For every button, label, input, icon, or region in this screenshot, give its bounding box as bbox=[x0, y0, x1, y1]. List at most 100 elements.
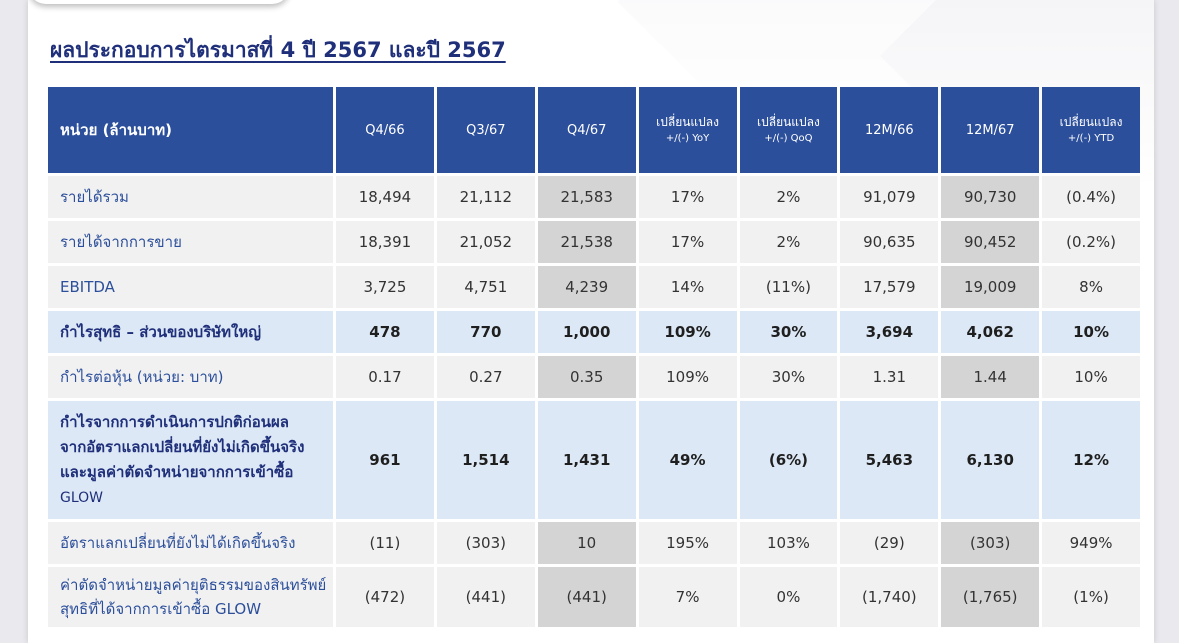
label-line: สุทธิที่ได้จากการเข้าซื้อ GLOW bbox=[60, 600, 262, 618]
page-title: ผลประกอบการไตรมาสที่ 4 ปี 2567 และปี 256… bbox=[50, 38, 506, 62]
table-cell: 19,009 bbox=[941, 266, 1040, 308]
table-cell: 17% bbox=[638, 221, 737, 263]
table-cell: 0.35 bbox=[537, 356, 636, 398]
table-cell: (0.4%) bbox=[1042, 176, 1140, 218]
table-row-highlight: กำไรจากการดำเนินการปกติก่อนผล จากอัตราแล… bbox=[48, 401, 1140, 519]
table-cell: 961 bbox=[336, 401, 434, 519]
row-label: รายได้รวม bbox=[48, 176, 333, 218]
header-change-qoq: เปลี่ยนแปลง +/(-) QoQ bbox=[739, 87, 838, 173]
table-cell: 30% bbox=[739, 311, 838, 353]
table-cell: 90,452 bbox=[941, 221, 1040, 263]
table-cell: (303) bbox=[941, 522, 1040, 564]
table-cell: (441) bbox=[537, 567, 636, 627]
top-tab-decoration bbox=[28, 0, 290, 4]
table-cell: 21,052 bbox=[436, 221, 535, 263]
table-cell: 10 bbox=[537, 522, 636, 564]
table-cell: (303) bbox=[436, 522, 535, 564]
header-12m-66: 12M/66 bbox=[840, 87, 939, 173]
table-cell: 12% bbox=[1042, 401, 1140, 519]
table-cell: 1,000 bbox=[537, 311, 636, 353]
label-line: จากอัตราแลกเปลี่ยนที่ยังไม่เกิดขึ้นจริง bbox=[60, 437, 305, 456]
table-row: ค่าตัดจำหน่ายมูลค่ายุติธรรมของสินทรัพย์ … bbox=[48, 567, 1140, 627]
row-label: รายได้จากการขาย bbox=[48, 221, 333, 263]
header-q3-67: Q3/67 bbox=[436, 87, 535, 173]
table-cell: 1,514 bbox=[436, 401, 535, 519]
table-row: EBITDA 3,725 4,751 4,239 14% (11%) 17,57… bbox=[48, 266, 1140, 308]
table-cell: 10% bbox=[1042, 356, 1140, 398]
table-cell: 21,538 bbox=[537, 221, 636, 263]
table-header-row: หน่วย (ล้านบาท) Q4/66 Q3/67 Q4/67 เปลี่ย… bbox=[48, 87, 1140, 173]
header-12m-67: 12M/67 bbox=[941, 87, 1040, 173]
table-cell: 2% bbox=[739, 176, 838, 218]
table-cell: 5,463 bbox=[840, 401, 939, 519]
label-line: กำไรจากการดำเนินการปกติก่อนผล bbox=[60, 412, 289, 431]
row-label: กำไรต่อหุ้น (หน่วย: บาท) bbox=[48, 356, 333, 398]
table-cell: (11) bbox=[336, 522, 434, 564]
table-cell: 103% bbox=[739, 522, 838, 564]
table-cell: (472) bbox=[336, 567, 434, 627]
table-cell: 770 bbox=[436, 311, 535, 353]
table-cell: 18,494 bbox=[336, 176, 434, 218]
table-cell: 90,635 bbox=[840, 221, 939, 263]
table-cell: 1,431 bbox=[537, 401, 636, 519]
table-cell: 1.44 bbox=[941, 356, 1040, 398]
table-cell: 90,730 bbox=[941, 176, 1040, 218]
header-change-ytd: เปลี่ยนแปลง +/(-) YTD bbox=[1042, 87, 1140, 173]
table-cell: 4,062 bbox=[941, 311, 1040, 353]
header-q4-66: Q4/66 bbox=[336, 87, 434, 173]
table-cell: (1%) bbox=[1042, 567, 1140, 627]
label-line: และมูลค่าตัดจำหน่ายจากการเข้าซื้อ bbox=[60, 462, 294, 481]
table-cell: 2% bbox=[739, 221, 838, 263]
table-cell: 0.27 bbox=[436, 356, 535, 398]
table-cell: 0.17 bbox=[336, 356, 434, 398]
table-cell: 195% bbox=[638, 522, 737, 564]
row-label-multiline: กำไรจากการดำเนินการปกติก่อนผล จากอัตราแล… bbox=[48, 401, 333, 519]
table-cell: 17% bbox=[638, 176, 737, 218]
results-table: หน่วย (ล้านบาท) Q4/66 Q3/67 Q4/67 เปลี่ย… bbox=[45, 84, 1143, 630]
table-cell: (29) bbox=[840, 522, 939, 564]
row-label: EBITDA bbox=[48, 266, 333, 308]
table-cell: 8% bbox=[1042, 266, 1140, 308]
table-cell: (0.2%) bbox=[1042, 221, 1140, 263]
table-cell: 21,112 bbox=[436, 176, 535, 218]
table-cell: (1,740) bbox=[840, 567, 939, 627]
table-cell: 3,694 bbox=[840, 311, 939, 353]
table-cell: 21,583 bbox=[537, 176, 636, 218]
table-cell: 10% bbox=[1042, 311, 1140, 353]
table-cell: 109% bbox=[638, 311, 737, 353]
table-row: กำไรต่อหุ้น (หน่วย: บาท) 0.17 0.27 0.35 … bbox=[48, 356, 1140, 398]
table-cell: 478 bbox=[336, 311, 434, 353]
table-row: รายได้รวม 18,494 21,112 21,583 17% 2% 91… bbox=[48, 176, 1140, 218]
table-cell: (1,765) bbox=[941, 567, 1040, 627]
table-cell: 949% bbox=[1042, 522, 1140, 564]
row-label-multiline: ค่าตัดจำหน่ายมูลค่ายุติธรรมของสินทรัพย์ … bbox=[48, 567, 333, 627]
row-label: กำไรสุทธิ – ส่วนของบริษัทใหญ่ bbox=[48, 311, 333, 353]
table-cell: 1.31 bbox=[840, 356, 939, 398]
table-cell: 109% bbox=[638, 356, 737, 398]
row-label: อัตราแลกเปลี่ยนที่ยังไม่ได้เกิดขึ้นจริง bbox=[48, 522, 333, 564]
table-cell: 49% bbox=[638, 401, 737, 519]
header-change-yoy: เปลี่ยนแปลง +/(-) YoY bbox=[638, 87, 737, 173]
table-cell: 4,239 bbox=[537, 266, 636, 308]
table-cell: (6%) bbox=[739, 401, 838, 519]
table-cell: 18,391 bbox=[336, 221, 434, 263]
label-line: ค่าตัดจำหน่ายมูลค่ายุติธรรมของสินทรัพย์ bbox=[60, 576, 327, 594]
label-line: GLOW bbox=[60, 489, 104, 506]
table-cell: 4,751 bbox=[436, 266, 535, 308]
table-row: อัตราแลกเปลี่ยนที่ยังไม่ได้เกิดขึ้นจริง … bbox=[48, 522, 1140, 564]
table-cell: 30% bbox=[739, 356, 838, 398]
table-cell: 0% bbox=[739, 567, 838, 627]
table-cell: (11%) bbox=[739, 266, 838, 308]
table-cell: 17,579 bbox=[840, 266, 939, 308]
slide: ผลประกอบการไตรมาสที่ 4 ปี 2567 และปี 256… bbox=[28, 0, 1154, 643]
table-cell: 14% bbox=[638, 266, 737, 308]
table-row-highlight: กำไรสุทธิ – ส่วนของบริษัทใหญ่ 478 770 1,… bbox=[48, 311, 1140, 353]
table-cell: (441) bbox=[436, 567, 535, 627]
table-row: รายได้จากการขาย 18,391 21,052 21,538 17%… bbox=[48, 221, 1140, 263]
header-unit: หน่วย (ล้านบาท) bbox=[48, 87, 333, 173]
table-cell: 91,079 bbox=[840, 176, 939, 218]
header-q4-67: Q4/67 bbox=[537, 87, 636, 173]
table-cell: 3,725 bbox=[336, 266, 434, 308]
table-cell: 6,130 bbox=[941, 401, 1040, 519]
table-cell: 7% bbox=[638, 567, 737, 627]
